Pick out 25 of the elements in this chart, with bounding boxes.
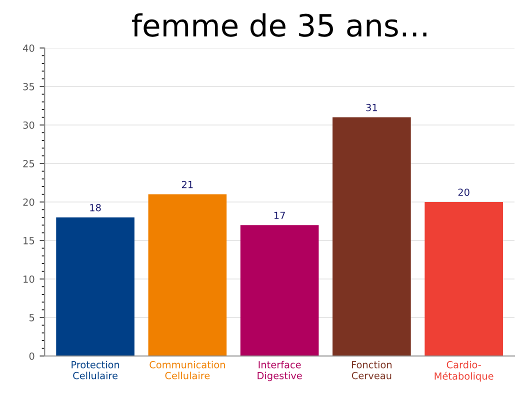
y-tick-label: 10 [24,275,34,283]
bar [240,225,319,356]
data-label: 17 [274,212,285,219]
y-tick-label: 30 [23,121,34,129]
data-label: 20 [458,188,470,196]
data-label: 18 [90,204,101,212]
data-label: 31 [366,104,377,112]
x-tick-label: Cardio- Métabolique [434,360,494,382]
x-tick-label: Interface Digestive [258,360,302,382]
x-tick-label: Protection Cellulaire [72,360,120,380]
y-tick-label: 15 [24,237,34,244]
data-label: 21 [182,180,193,188]
y-tick-label: 40 [23,44,34,52]
y-tick-label: 20 [23,198,34,206]
chart-title: femme de 35 ans… [132,13,426,37]
x-tick-label: Communication Cellulaire [150,360,225,380]
bar [332,117,411,356]
bar [148,194,227,356]
y-tick-label: 25 [23,160,34,168]
bar [424,202,503,356]
y-tick-label: 0 [29,352,34,360]
x-tick-label: Fonction Cerveau [352,360,392,380]
y-tick-label: 5 [29,314,34,322]
bar [56,217,134,356]
y-tick-label: 35 [23,82,34,90]
